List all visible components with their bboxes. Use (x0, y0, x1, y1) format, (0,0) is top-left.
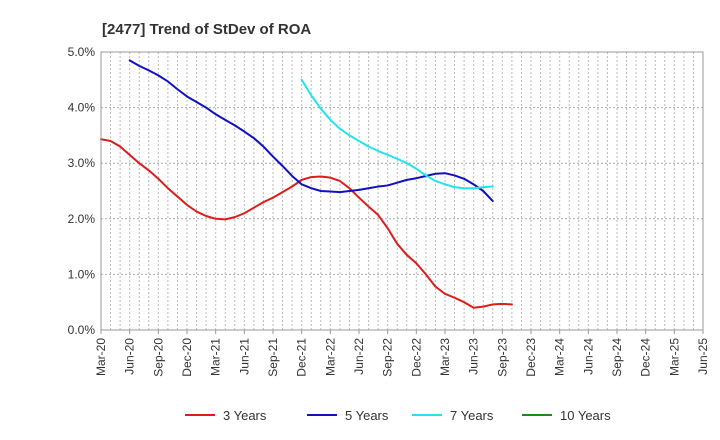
x-tick-label: Mar-21 (209, 338, 223, 376)
y-tick-label: 3.0% (68, 156, 96, 170)
x-tick-label: Mar-22 (323, 338, 337, 376)
x-tick-label: Dec-21 (295, 338, 309, 377)
y-tick-label: 4.0% (68, 101, 96, 115)
y-tick-label: 0.0% (68, 323, 96, 337)
x-tick-label: Mar-24 (553, 338, 567, 376)
x-tick-label: Jun-25 (696, 338, 710, 375)
x-tick-label: Sep-24 (610, 338, 624, 377)
series-line-5-years (128, 59, 494, 203)
x-tick-label: Mar-25 (667, 338, 681, 376)
x-tick-label: Sep-22 (381, 338, 395, 377)
series-lines (100, 59, 513, 309)
y-axis-ticks: 0.0% 1.0% 2.0% 3.0% 4.0% 5.0% (68, 45, 96, 337)
x-tick-label: Sep-23 (495, 338, 509, 377)
legend: 3 Years 5 Years 7 Years 10 Years (185, 408, 611, 423)
y-tick-label: 5.0% (68, 45, 96, 59)
legend-7-years-label: 7 Years (450, 408, 494, 423)
x-tick-label: Jun-21 (237, 338, 251, 375)
x-tick-label: Jun-24 (581, 338, 595, 375)
y-tick-label: 2.0% (68, 212, 96, 226)
x-tick-label: Jun-20 (123, 338, 137, 375)
legend-5-years-label: 5 Years (345, 408, 389, 423)
x-tick-label: Mar-20 (94, 338, 108, 376)
x-tick-label: Jun-23 (467, 338, 481, 375)
x-tick-label: Dec-22 (409, 338, 423, 377)
plot-area (101, 52, 703, 330)
chart-title: [2477] Trend of StDev of ROA (102, 21, 311, 38)
legend-3-years-label: 3 Years (223, 408, 267, 423)
series-line-3-years (100, 138, 513, 309)
x-tick-label: Sep-20 (151, 338, 165, 377)
x-tick-label: Sep-21 (266, 338, 280, 377)
x-tick-label: Mar-23 (438, 338, 452, 376)
x-tick-label: Dec-20 (180, 338, 194, 377)
legend-10-years-label: 10 Years (560, 408, 611, 423)
grid-lines (101, 52, 703, 330)
y-tick-label: 1.0% (68, 267, 96, 281)
x-axis-ticks: Mar-20 Jun-20 Sep-20 Dec-20 Mar-21 Jun-21 Sep-… (94, 330, 710, 377)
x-tick-label: Jun-22 (352, 338, 366, 375)
plot-border (100, 51, 704, 331)
series-line-7-years (300, 78, 494, 190)
x-tick-label: Dec-24 (639, 338, 653, 377)
x-tick-label: Dec-23 (524, 338, 538, 377)
